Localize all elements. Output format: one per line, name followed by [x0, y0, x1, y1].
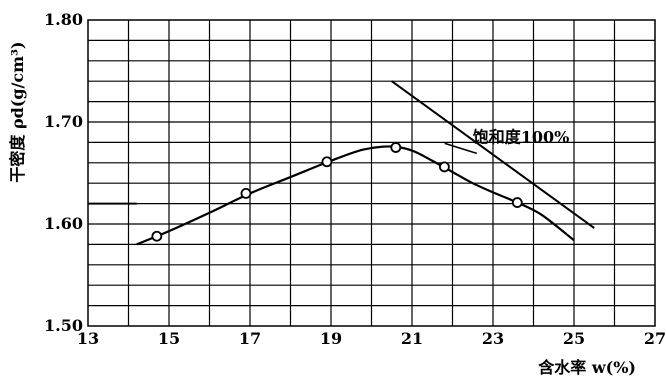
data-point: [511, 197, 523, 208]
plot-frame: [87, 19, 656, 327]
data-points: [151, 142, 523, 242]
annotation-saturation: 饱和度100%: [473, 127, 570, 146]
data-point: [240, 187, 252, 199]
x-tick-label: 25: [563, 329, 585, 348]
x-tick-label: 23: [482, 329, 504, 348]
y-tick-label: 1.70: [44, 112, 83, 131]
x-tick-label: 19: [320, 329, 342, 348]
annotation-leader-line: [444, 142, 477, 155]
data-point: [438, 161, 450, 173]
x-tick-label: 21: [401, 329, 423, 348]
data-point: [151, 230, 163, 242]
y-tick-label: 1.50: [44, 316, 83, 335]
x-axis-label: 含水率 w(%): [538, 358, 636, 377]
y-tick-label: 1.80: [44, 10, 83, 29]
y-tick-label: 1.60: [44, 214, 83, 233]
x-tick-label: 17: [239, 329, 261, 348]
x-tick-label: 27: [644, 329, 666, 348]
tick-labels: 13 15 17 19 21 23 25 27 1.50 1.60 1.70 1.80: [44, 10, 666, 348]
x-tick-label: 13: [77, 329, 99, 348]
grid: [88, 20, 655, 326]
saturation-line: [391, 80, 595, 229]
compaction-curve: [136, 145, 575, 246]
y-axis-label: 干密度 ρd(g/cm³): [8, 41, 27, 182]
data-point: [390, 142, 402, 153]
data-point: [321, 156, 333, 168]
x-tick-label: 15: [158, 329, 180, 348]
